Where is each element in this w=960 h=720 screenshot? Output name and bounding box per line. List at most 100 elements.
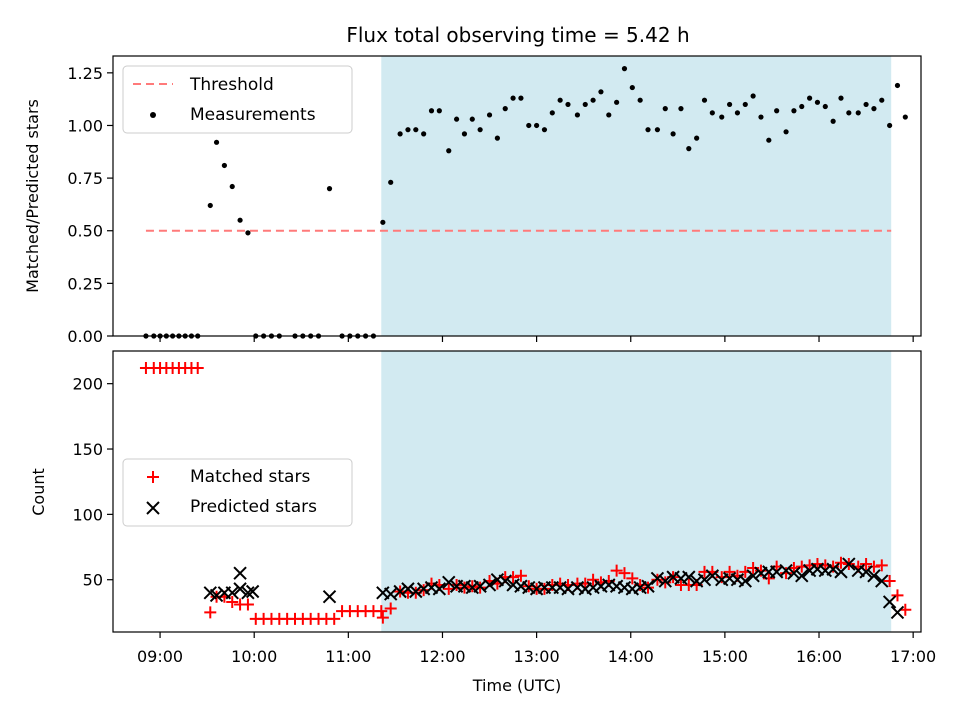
measurement-point	[686, 146, 692, 152]
matched-star-point	[883, 575, 896, 588]
measurement-point	[734, 110, 741, 116]
measurement-point	[549, 110, 555, 116]
measurement-point	[678, 106, 684, 112]
measurements-series	[143, 66, 908, 339]
measurement-point	[428, 108, 435, 114]
y-tick-label: 1.25	[67, 64, 103, 83]
measurement-point	[621, 66, 628, 72]
predicted-star-point	[826, 562, 840, 576]
measurement-point	[237, 217, 243, 223]
measurement-point	[701, 97, 708, 103]
matched-star-point	[204, 606, 217, 619]
y-tick-label: 0.00	[67, 327, 103, 346]
matched-star-point	[375, 605, 388, 618]
x-tick-label: 13:00	[514, 647, 560, 666]
measurement-point	[598, 89, 604, 95]
measurement-point	[397, 131, 403, 137]
x-tick-label: 14:00	[608, 647, 654, 666]
predicted-star-point	[842, 557, 856, 571]
bottom-axes-frame	[112, 350, 922, 633]
measurement-point	[453, 116, 460, 122]
measurement-point	[461, 131, 468, 137]
measurement-point	[879, 97, 885, 103]
measurement-point	[477, 127, 483, 133]
y-tick-label: 0.75	[67, 169, 103, 188]
y-tick-label: 150	[72, 440, 103, 459]
measurement-point	[413, 127, 419, 133]
predicted-star-point	[393, 584, 407, 599]
matched-legend-swatch	[147, 471, 159, 483]
measurement-point	[421, 131, 427, 137]
measurement-point	[799, 103, 805, 110]
predicted-star-point	[241, 586, 255, 600]
predicted-star-point	[650, 571, 665, 586]
measurement-point	[486, 112, 493, 118]
predicted-star-point	[498, 574, 512, 588]
matched-star-point	[834, 556, 847, 569]
measurement-point	[742, 101, 748, 108]
predicted-star-point	[867, 569, 881, 583]
x-tick-label: 10:00	[231, 647, 277, 666]
legend-label-measurements: Measurements	[190, 105, 316, 125]
measurement-point	[565, 101, 571, 108]
measurement-point	[469, 116, 475, 122]
matched-star-point	[328, 612, 341, 625]
measurement-point	[637, 97, 643, 103]
predicted-star-point	[697, 573, 712, 587]
measurement-point	[838, 95, 844, 101]
measurement-point	[534, 122, 540, 129]
predicted-star-point	[401, 582, 415, 596]
measurement-point	[436, 108, 442, 114]
matched-star-point	[191, 361, 204, 374]
measurement-point	[654, 127, 661, 133]
measurements-legend-swatch	[150, 112, 156, 118]
measurement-point	[494, 135, 500, 141]
measurement-point	[694, 135, 700, 141]
measurement-point	[855, 110, 861, 116]
predicted-star-point	[787, 566, 801, 580]
measurement-point	[614, 99, 620, 105]
measurement-point	[783, 129, 789, 135]
legend-label-threshold: Threshold	[189, 75, 274, 95]
measurement-point	[766, 137, 772, 143]
predicted-star-point	[705, 569, 720, 583]
measurement-point	[629, 84, 635, 91]
matched-star-point	[226, 595, 239, 608]
measurement-point	[807, 95, 813, 101]
top-panel: 0.00 0.25 0.50 0.75 1.00 1.25 Matched/Predict…	[23, 55, 922, 346]
y-tick-label: 1.00	[67, 116, 103, 135]
measurement-point	[574, 112, 581, 118]
measurement-point	[326, 186, 333, 192]
predicted-star-point	[682, 570, 696, 584]
matched-star-point	[626, 572, 639, 585]
predicted-star-point	[738, 574, 752, 588]
legend-label-predicted: Predicted stars	[190, 497, 317, 517]
measurement-point	[822, 103, 828, 110]
predicted-star-point	[383, 587, 398, 601]
bottom-y-axis-label: Count	[29, 468, 48, 516]
measurement-point	[245, 230, 251, 236]
measurement-point	[510, 95, 516, 101]
measurement-point	[719, 114, 725, 120]
matched-star-point	[860, 558, 873, 571]
top-y-axis-label: Matched/Predicted stars	[23, 99, 42, 293]
predicted-star-point	[882, 595, 897, 609]
bottom-shaded-region	[381, 351, 892, 632]
measurement-point	[213, 139, 220, 145]
matched-star-point	[241, 598, 254, 611]
predicted-star-point	[225, 586, 239, 600]
matched-stars-series	[139, 361, 912, 625]
measurement-point	[221, 162, 227, 169]
x-tick-label: 15:00	[702, 647, 748, 666]
measurement-point	[709, 110, 715, 116]
measurement-point	[541, 127, 548, 133]
measurement-point	[830, 118, 836, 124]
predicted-star-point	[322, 590, 337, 604]
bottom-legend: Matched stars Predicted stars	[122, 458, 353, 527]
x-axis-label: Time (UTC)	[472, 676, 561, 695]
measurement-point	[758, 114, 764, 120]
measurement-point	[662, 106, 668, 112]
measurement-point	[207, 202, 213, 209]
top-x-ticks	[159, 336, 914, 342]
